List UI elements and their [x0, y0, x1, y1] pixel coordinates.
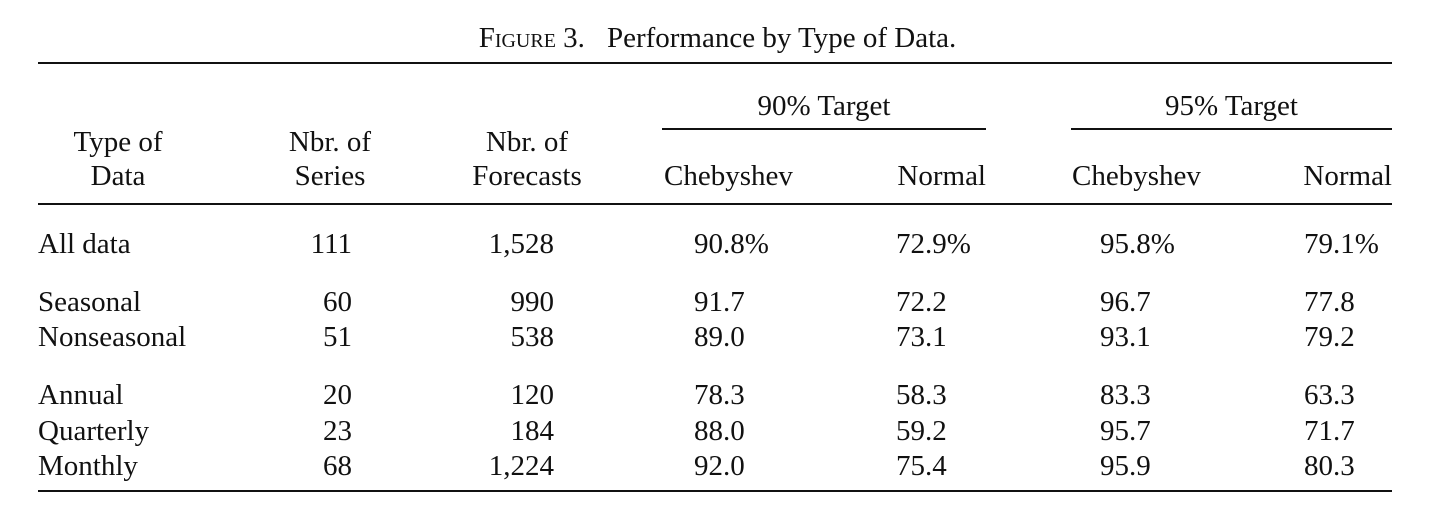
- cell-cheb95: 95.8%: [1100, 228, 1175, 260]
- cell-cheb90: 91.7: [694, 286, 745, 318]
- cell-series: 60: [323, 286, 352, 318]
- header-type-of-data-line2: Data: [90, 160, 146, 192]
- header-target-95: 95% Target: [1164, 90, 1298, 122]
- cell-cheb95: 83.3: [1100, 379, 1151, 411]
- cell-cheb95: 95.7: [1100, 415, 1151, 447]
- cell-forecasts: 1,224: [488, 450, 554, 482]
- header-chebyshev-95: Chebyshev: [1072, 160, 1201, 192]
- cell-series: 51: [323, 321, 352, 353]
- cell-cheb95: 93.1: [1100, 321, 1151, 353]
- cell-forecasts: 1,528: [488, 228, 554, 260]
- cell-norm90: 58.3: [896, 379, 947, 411]
- cell-series: 20: [323, 379, 352, 411]
- cell-series: 68: [323, 450, 352, 482]
- cell-forecasts: 184: [510, 415, 555, 447]
- cell-cheb95: 96.7: [1100, 286, 1151, 318]
- header-normal-95: Normal: [1303, 160, 1392, 192]
- cell-type: Annual: [38, 379, 124, 411]
- cell-series: 111: [310, 228, 352, 260]
- cell-norm90: 72.2: [896, 286, 947, 318]
- header-normal-90: Normal: [897, 160, 986, 192]
- figure-label: Figure 3.: [478, 22, 585, 54]
- cell-series: 23: [323, 415, 352, 447]
- cell-norm90: 59.2: [896, 415, 947, 447]
- cell-cheb90: 78.3: [694, 379, 745, 411]
- cell-norm90: 75.4: [896, 450, 947, 482]
- target-90-rule: [662, 128, 986, 130]
- table-header-rule: [38, 203, 1392, 205]
- cell-forecasts: 120: [510, 379, 555, 411]
- cell-type: Monthly: [38, 450, 138, 482]
- cell-type: All data: [38, 228, 131, 260]
- cell-forecasts: 538: [510, 321, 555, 353]
- header-nbr-forecasts-line2: Forecasts: [472, 160, 582, 192]
- header-chebyshev-90: Chebyshev: [664, 160, 793, 192]
- cell-type: Seasonal: [38, 286, 142, 318]
- figure-caption: Figure 3. Performance by Type of Data.: [0, 20, 1435, 56]
- cell-norm95: 63.3: [1304, 379, 1355, 411]
- cell-norm95: 79.1%: [1304, 228, 1379, 260]
- target-95-rule: [1071, 128, 1392, 130]
- cell-norm95: 71.7: [1304, 415, 1355, 447]
- cell-norm90: 72.9%: [896, 228, 971, 260]
- cell-cheb95: 95.9: [1100, 450, 1151, 482]
- header-nbr-forecasts-line1: Nbr. of: [485, 126, 569, 158]
- header-nbr-series-line1: Nbr. of: [288, 126, 372, 158]
- cell-norm95: 77.8: [1304, 286, 1355, 318]
- cell-norm95: 79.2: [1304, 321, 1355, 353]
- cell-type: Nonseasonal: [38, 321, 187, 353]
- header-target-90: 90% Target: [757, 90, 891, 122]
- cell-cheb90: 92.0: [694, 450, 745, 482]
- cell-type: Quarterly: [38, 415, 150, 447]
- table-bottom-rule: [38, 490, 1392, 492]
- cell-norm90: 73.1: [896, 321, 947, 353]
- header-type-of-data-line1: Type of: [73, 126, 163, 158]
- header-nbr-series-line2: Series: [294, 160, 366, 192]
- cell-cheb90: 89.0: [694, 321, 745, 353]
- cell-forecasts: 990: [510, 286, 555, 318]
- cell-norm95: 80.3: [1304, 450, 1355, 482]
- figure-title: Performance by Type of Data.: [606, 22, 957, 54]
- cell-cheb90: 90.8%: [694, 228, 769, 260]
- cell-cheb90: 88.0: [694, 415, 745, 447]
- table-top-rule: [38, 62, 1392, 64]
